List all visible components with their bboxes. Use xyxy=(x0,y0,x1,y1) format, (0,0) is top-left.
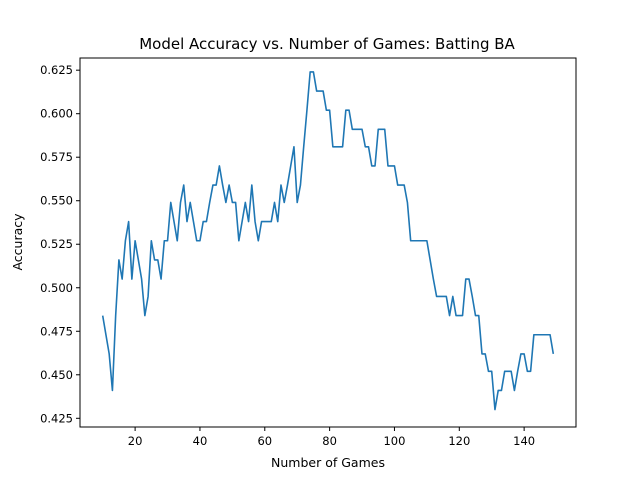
y-tick-label: 0.450 xyxy=(40,368,73,382)
x-tick-label: 100 xyxy=(383,434,405,448)
y-tick-label: 0.475 xyxy=(40,324,73,338)
x-tick-label: 40 xyxy=(193,434,208,448)
series-line xyxy=(101,71,555,411)
y-axis: 0.425 0.450 0.475 0.500 0.525 0.550 0.575 0.600… xyxy=(40,63,80,425)
y-tick-label: 0.525 xyxy=(40,237,73,251)
x-axis-label: Number of Games xyxy=(271,455,385,470)
y-tick-label: 0.600 xyxy=(40,107,73,121)
x-tick-label: 140 xyxy=(513,434,535,448)
x-tick-label: 20 xyxy=(128,434,143,448)
y-tick-label: 0.550 xyxy=(40,194,73,208)
x-axis: 20 40 60 80 100 120 140 xyxy=(128,427,535,448)
y-axis-label: Accuracy xyxy=(10,213,25,271)
chart-title: Model Accuracy vs. Number of Games: Batt… xyxy=(139,35,515,53)
x-tick-label: 120 xyxy=(448,434,470,448)
plot-area xyxy=(101,71,555,411)
y-tick-label: 0.500 xyxy=(40,281,73,295)
y-tick-label: 0.625 xyxy=(40,63,73,77)
x-tick-label: 60 xyxy=(257,434,272,448)
plot-frame xyxy=(79,57,577,428)
x-tick-label: 80 xyxy=(322,434,337,448)
y-tick-label: 0.575 xyxy=(40,150,73,164)
y-tick-label: 0.425 xyxy=(40,411,73,425)
